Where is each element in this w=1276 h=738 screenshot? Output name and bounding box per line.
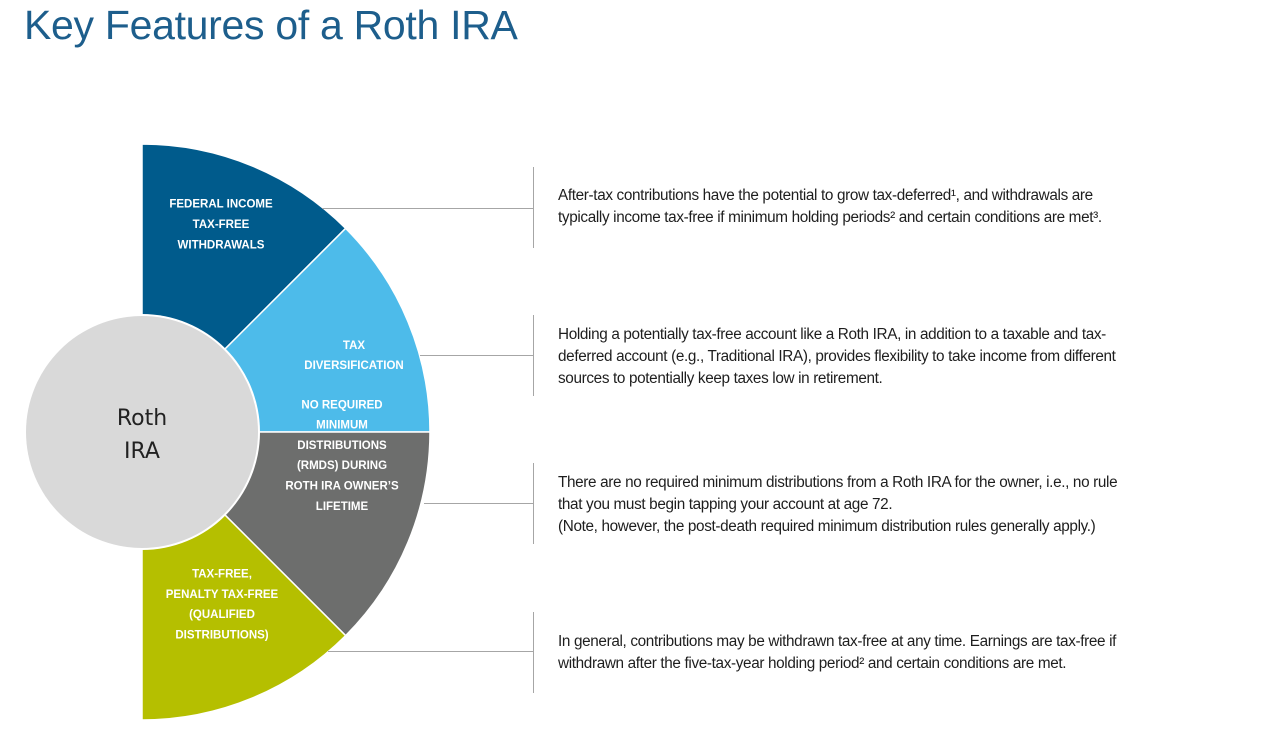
segment-label-tax-free-qualified: TAX-FREE,	[192, 569, 252, 581]
segment-label-tax-free-qualified: DISTRIBUTIONS)	[175, 629, 268, 641]
segment-label-tax-diversification: DIVERSIFICATION	[304, 360, 403, 372]
segment-label-tax-free-qualified: PENALTY TAX-FREE	[166, 589, 279, 601]
segment-label-federal-income-tax-free: WITHDRAWALS	[178, 239, 265, 251]
description-line: that you must begin tapping your account…	[558, 496, 893, 513]
description-line: (Note, however, the post-death required …	[558, 518, 1096, 535]
description-line: Holding a potentially tax-free account l…	[558, 326, 1106, 343]
segment-label-no-rmds: DISTRIBUTIONS	[297, 440, 387, 452]
segment-label-tax-free-qualified: (QUALIFIED	[189, 609, 255, 621]
center-circle	[26, 316, 258, 548]
description-line: withdrawn after the five-tax-year holdin…	[558, 655, 1067, 672]
segment-label-tax-diversification: TAX	[343, 340, 365, 352]
description-line: There are no required minimum distributi…	[558, 474, 1118, 491]
segment-label-no-rmds: MINIMUM	[316, 420, 368, 432]
description-line: sources to potentially keep taxes low in…	[558, 370, 883, 387]
description-line: In general, contributions may be withdra…	[558, 633, 1117, 650]
description-tax-diversification: Holding a potentially tax-free account l…	[558, 324, 1116, 390]
center-label-line-2: IRA	[124, 439, 160, 464]
description-tax-free-qualified: In general, contributions may be withdra…	[558, 631, 1116, 675]
page-title: Key Features of a Roth IRA	[24, 2, 518, 48]
segment-label-no-rmds: LIFETIME	[316, 501, 369, 513]
description-federal-income-tax-free: After-tax contributions have the potenti…	[558, 185, 1102, 229]
segment-label-no-rmds: ROTH IRA OWNER’S	[285, 480, 399, 492]
segment-label-federal-income-tax-free: TAX-FREE	[193, 219, 250, 231]
description-line: deferred account (e.g., Traditional IRA)…	[558, 348, 1116, 365]
description-line: After-tax contributions have the potenti…	[558, 187, 1093, 204]
description-line: typically income tax-free if minimum hol…	[558, 209, 1102, 226]
center-label-line-1: Roth	[117, 406, 167, 431]
description-no-rmds: There are no required minimum distributi…	[558, 472, 1118, 538]
segment-label-no-rmds: NO REQUIRED	[301, 399, 382, 411]
segment-label-no-rmds: (RMDS) DURING	[297, 460, 387, 472]
segment-label-federal-income-tax-free: FEDERAL INCOME	[169, 199, 273, 211]
